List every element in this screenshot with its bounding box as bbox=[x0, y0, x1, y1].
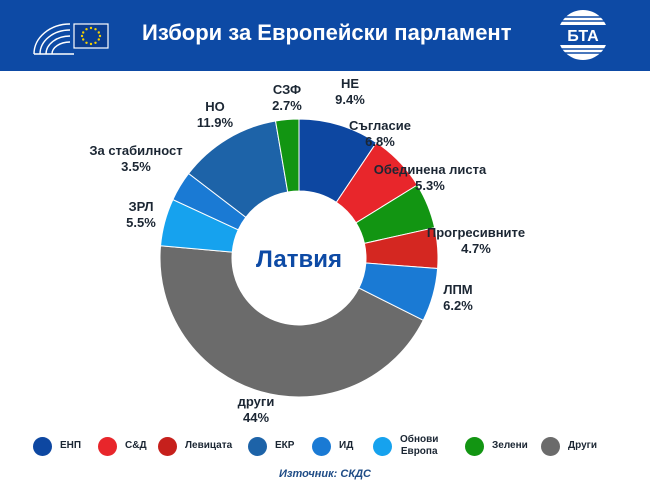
legend-label: С&Д bbox=[125, 440, 147, 451]
legend-item-id: ИД bbox=[312, 431, 353, 461]
legend-swatch bbox=[98, 436, 117, 456]
header-banner: Избори за Европейски парламент БТА bbox=[0, 0, 650, 71]
bta-logo-icon: БТА bbox=[556, 10, 610, 60]
bta-logo-text: БТА bbox=[567, 28, 599, 45]
legend-swatch bbox=[373, 436, 392, 456]
legend-swatch bbox=[465, 436, 484, 456]
legend-item-renew: Обнови Европа bbox=[373, 431, 438, 461]
legend: ЕНП С&Д Левицата ЕКР ИД Обнови Европа Зе… bbox=[0, 431, 650, 461]
legend-item-sd: С&Д bbox=[98, 431, 147, 461]
page-title: Избори за Европейски парламент bbox=[142, 20, 512, 45]
legend-swatch bbox=[158, 436, 177, 456]
legend-item-others: Други bbox=[541, 431, 597, 461]
slice-name-label: ЛПМ bbox=[443, 282, 472, 297]
legend-label: Зелени bbox=[492, 440, 528, 451]
slice-name-label: ЗРЛ bbox=[128, 199, 153, 214]
legend-label: ЕНП bbox=[60, 440, 82, 451]
legend-swatch bbox=[312, 436, 331, 456]
legend-swatch bbox=[248, 436, 267, 456]
slice-value-label: 44% bbox=[243, 410, 269, 425]
slice-value-label: 6.2% bbox=[443, 298, 473, 313]
legend-item-ecr: ЕКР bbox=[248, 431, 294, 461]
legend-item-left: Левицата bbox=[158, 431, 232, 461]
legend-item-enp: ЕНП bbox=[33, 431, 81, 461]
donut-slices bbox=[159, 118, 439, 398]
slice-name-label: НО bbox=[205, 99, 225, 114]
slice-value-label: 9.4% bbox=[335, 92, 365, 107]
slice-value-label: 3.5% bbox=[121, 159, 151, 174]
slice-name-label: НЕ bbox=[341, 76, 359, 91]
slice-name-label: други bbox=[238, 394, 275, 409]
slice-name-label: За стабилност bbox=[89, 143, 182, 158]
slice-value-label: 4.7% bbox=[461, 241, 491, 256]
chart-center-label: Латвия bbox=[256, 246, 342, 273]
european-parliament-logo-icon bbox=[33, 23, 109, 55]
donut-slice-9 bbox=[274, 118, 300, 193]
slice-name-label: Обединена листа bbox=[374, 162, 487, 177]
legend-label: ИД bbox=[339, 440, 354, 451]
slice-value-label: 5.3% bbox=[415, 178, 445, 193]
legend-label: Други bbox=[568, 440, 597, 451]
legend-swatch bbox=[541, 436, 560, 456]
source-note: Източник: СКДС bbox=[279, 468, 371, 480]
slice-value-label: 11.9% bbox=[197, 115, 234, 130]
slice-value-label: 2.7% bbox=[272, 98, 302, 113]
legend-item-greens: Зелени bbox=[465, 431, 528, 461]
slice-name-label: Прогресивните bbox=[427, 225, 525, 240]
legend-label: ЕКР bbox=[275, 440, 295, 451]
donut-slice-5 bbox=[159, 245, 424, 398]
slice-value-label: 6.8% bbox=[365, 134, 395, 149]
slice-name-label: СЗФ bbox=[273, 82, 301, 97]
slice-name-label: Съгласие bbox=[349, 118, 411, 133]
legend-swatch bbox=[33, 436, 52, 456]
legend-label: Левицата bbox=[185, 440, 233, 451]
legend-label: Обнови Европа bbox=[400, 434, 439, 457]
slice-value-label: 5.5% bbox=[126, 215, 156, 230]
